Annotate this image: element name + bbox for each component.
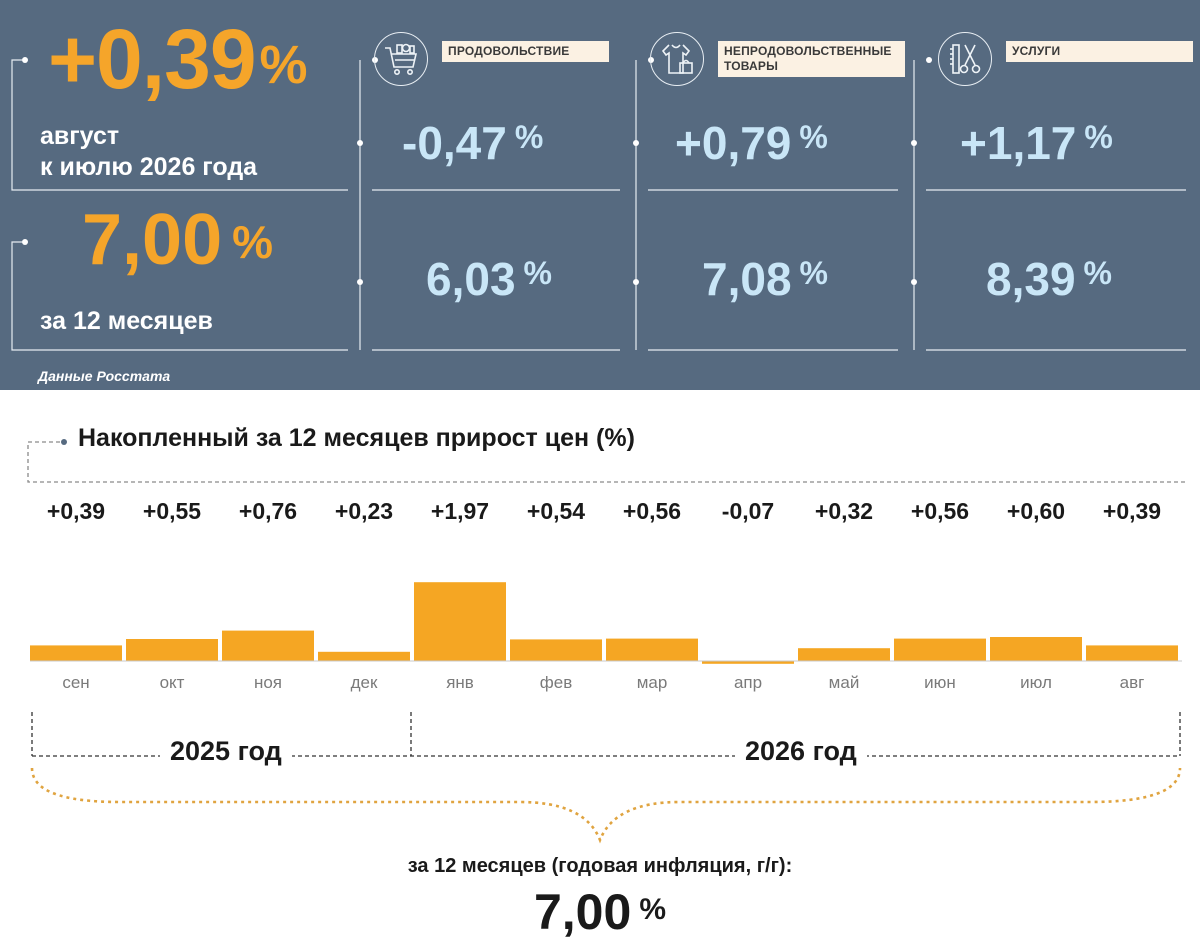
value-label-июл: +0,60 — [1006, 498, 1066, 524]
month-label-мар: мар — [636, 673, 668, 692]
value-label-ноя: +0,76 — [238, 498, 298, 524]
annual-inflation-label: за 12 месяцев (годовая инфляция, г/г): — [407, 855, 793, 877]
month-label-окт: окт — [159, 673, 185, 692]
nonfood-monthly-value: +0,79% — [675, 117, 828, 169]
month-label-июн: июн — [924, 673, 956, 692]
bar-ноя — [222, 630, 314, 661]
value-label-дек: +0,23 — [334, 498, 394, 524]
bar-мар — [606, 638, 698, 661]
month-label-янв: янв — [446, 673, 474, 692]
shopping-cart-icon — [374, 32, 428, 86]
month-label-апр: апр — [733, 673, 763, 692]
value-label-фев: +0,54 — [526, 498, 586, 524]
chart-title: Накопленный за 12 месяцев прирост цен (%… — [78, 424, 635, 452]
value-label-окт: +0,55 — [142, 498, 202, 524]
value-label-янв: +1,97 — [430, 498, 490, 524]
bar-сен — [30, 645, 122, 661]
bar-дек — [318, 651, 410, 661]
value-label-сен: +0,39 — [46, 498, 106, 524]
annual-inflation-total: 7,00% — [533, 884, 666, 940]
month-label-фев: фев — [539, 673, 573, 692]
clothing-bag-icon — [650, 32, 704, 86]
summary-panel: +0,39% август к июлю 2026 года 7,00% за … — [0, 0, 1200, 390]
value-label-авг: +0,39 — [1102, 498, 1162, 524]
month-label-ноя: ноя — [253, 673, 283, 692]
category-label-services: УСЛУГИ — [1006, 41, 1193, 62]
month-label-июл: июл — [1020, 673, 1052, 692]
services-annual-value: 8,39% — [986, 253, 1112, 305]
value-label-июн: +0,56 — [910, 498, 970, 524]
bar-янв — [414, 582, 506, 661]
panel-frame-lines — [11, 57, 1186, 351]
category-label-nonfood: НЕПРОДОВОЛЬСТВЕННЫЕ ТОВАРЫ — [718, 41, 905, 77]
bar-май — [798, 648, 890, 661]
data-source: Данные Росстата — [38, 368, 171, 384]
value-label-апр: -0,07 — [721, 498, 775, 524]
bar-фев — [510, 639, 602, 661]
annual-caption: за 12 месяцев — [40, 307, 213, 335]
bar-авг — [1086, 645, 1178, 661]
services-monthly-value: +1,17% — [960, 117, 1113, 169]
month-label-май: май — [828, 673, 860, 692]
monthly-inflation-value: +0,39% — [48, 12, 308, 106]
comb-scissors-icon — [938, 32, 992, 86]
bar-окт — [126, 639, 218, 661]
value-label-май: +0,32 — [814, 498, 874, 524]
bar-chart — [30, 582, 1182, 664]
value-label-мар: +0,56 — [622, 498, 682, 524]
food-annual-value: 6,03% — [426, 253, 552, 305]
annual-inflation-value: 7,00% — [82, 200, 274, 280]
year-label-2025: 2025 год — [160, 736, 292, 767]
month-label-авг: авг — [1119, 673, 1145, 692]
category-label-food: ПРОДОВОЛЬСТВИЕ — [442, 41, 609, 62]
monthly-caption: август к июлю 2026 года — [40, 122, 258, 181]
bar-июл — [990, 637, 1082, 661]
month-label-дек: дек — [350, 673, 378, 692]
month-label-сен: сен — [62, 673, 90, 692]
food-monthly-value: -0,47% — [402, 117, 544, 169]
year-label-2026: 2026 год — [735, 736, 867, 767]
nonfood-annual-value: 7,08% — [702, 253, 828, 305]
bar-апр — [702, 661, 794, 664]
bar-июн — [894, 638, 986, 661]
